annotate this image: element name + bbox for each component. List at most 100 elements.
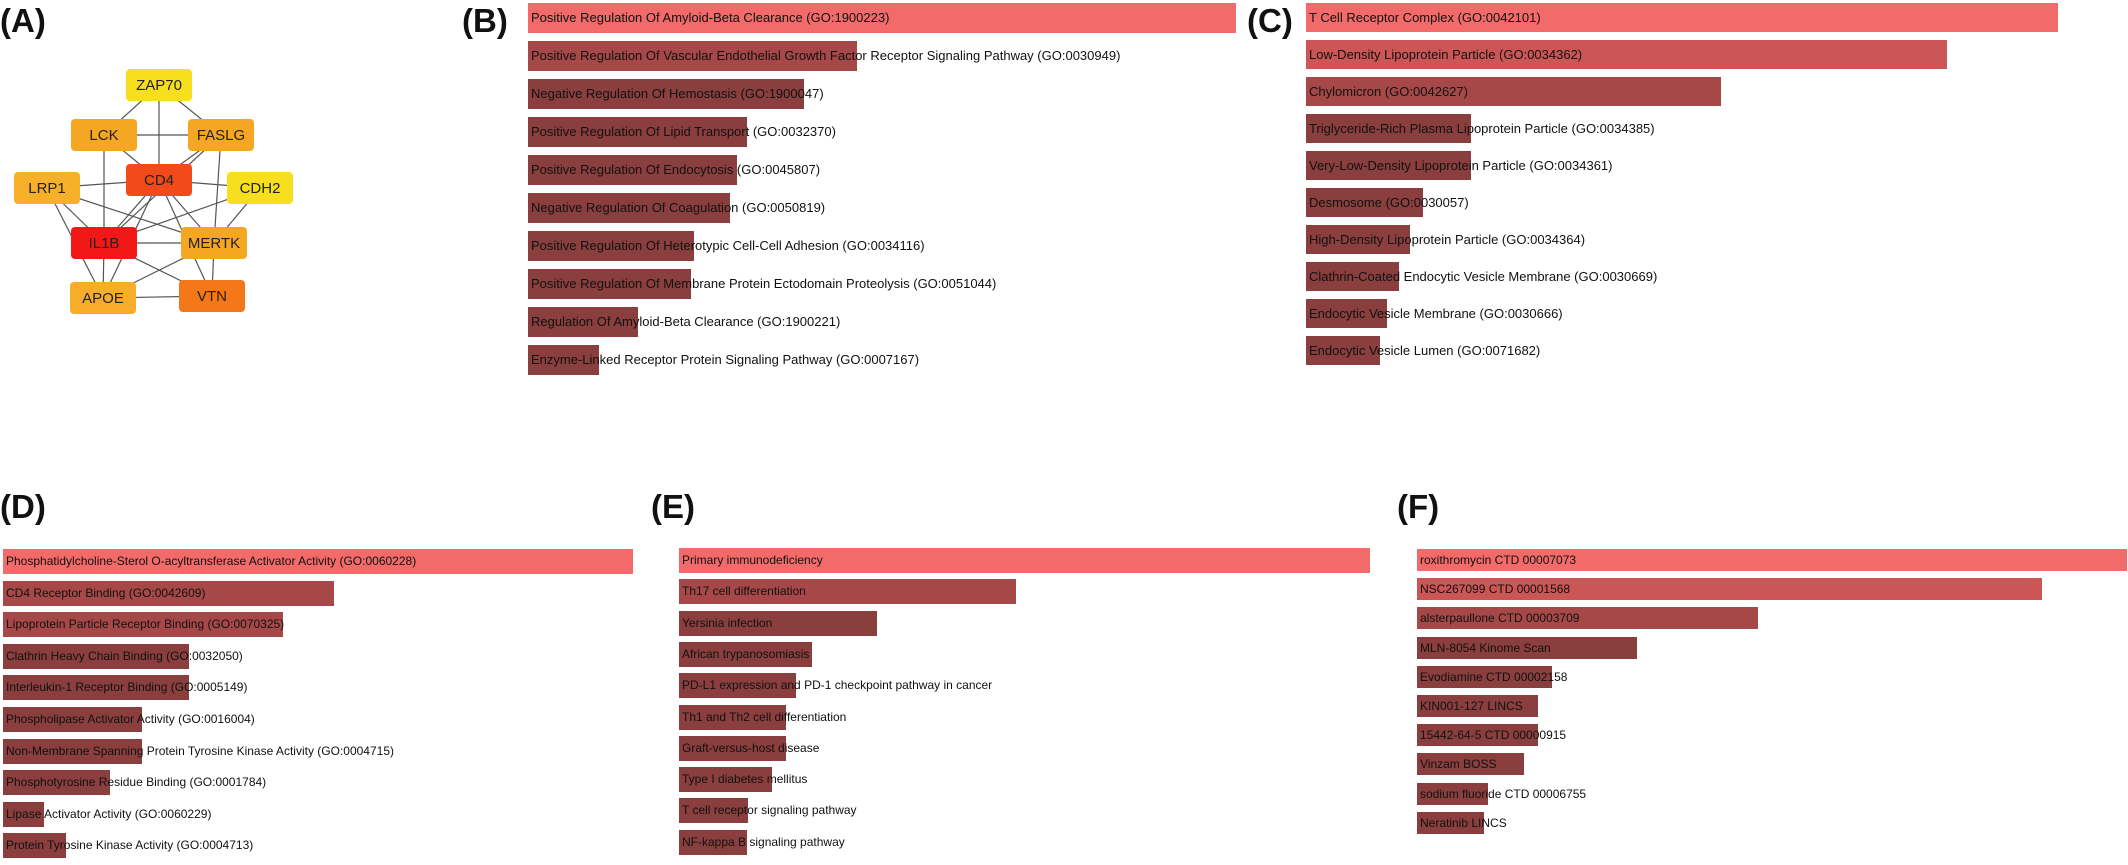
network-node: CD4 [126,164,192,196]
bar-label: PD-L1 expression and PD-1 checkpoint pat… [682,678,993,693]
bar-chart-f: roxithromycin CTD 00007073 NSC267099 CTD … [1417,549,2127,841]
bar-label: Endocytic Vesicle Membrane (GO:0030666) [1309,306,1563,321]
bar [528,41,857,71]
bar-row: Phosphatidylcholine-Sterol O-acyltransfe… [3,549,633,574]
bar-label: Interleukin-1 Receptor Binding (GO:00051… [6,680,248,695]
bar [3,707,142,732]
bar-label: Positive Regulation Of Amyloid-Beta Clea… [531,10,890,25]
bar-label: Phospholipase Activator Activity (GO:001… [6,712,255,726]
bar-label: African trypanosomiasis [682,646,810,661]
bar-label: Non-Membrane Spanning Protein Tyrosine K… [6,743,394,758]
bar [1417,549,2127,571]
network-node-label: LRP1 [28,180,66,197]
network-node-box [71,227,137,259]
bar [1417,811,1484,834]
bar-label: High-Density Lipoprotein Particle (GO:00… [1309,232,1586,247]
bar-label: Positive Regulation Of Vascular Endothel… [531,48,1121,63]
bar-row: African trypanosomiasis [679,641,1370,667]
panel-label-d: (D) [0,488,46,525]
bar [528,79,804,109]
network-node-label: VTN [197,288,227,305]
bar [3,801,44,827]
bar-label: Enzyme-Linked Receptor Protein Signaling… [531,352,920,367]
network-node: LRP1 [14,172,80,204]
bar [679,829,747,855]
bar [1417,782,1488,805]
bar-label: Primary immunodeficiency [682,553,823,567]
bar-label: MLN-8054 Kinome Scan [1420,640,1551,655]
bar [1306,151,1471,180]
bar [3,612,283,638]
bar [3,549,633,574]
bar-row: NSC267099 CTD 00001568 [1417,578,2127,601]
bar-chart-e: Primary immunodeficiency Th17 cell differ… [679,548,1370,861]
network-node: FASLG [188,119,254,151]
network-node: ZAP70 [126,69,192,101]
bar-row: CD4 Receptor Binding (GO:0042609) [3,580,633,606]
bar-label: Regulation Of Amyloid-Beta Clearance (GO… [531,314,841,329]
network-node-box [179,280,245,312]
network-node-box [181,227,247,259]
bar-label: T cell receptor signaling pathway [682,803,857,818]
bar-row: Yersinia infection [679,610,1370,636]
bar-label: alsterpaullone CTD 00003709 [1420,611,1580,626]
bar [1417,695,1538,717]
bar-label: Chylomicron (GO:0042627) [1309,84,1468,99]
bar-row: Triglyceride-Rich Plasma Lipoprotein Par… [1306,114,2058,143]
bar-row: 15442-64-5 CTD 00000915 [1417,724,2127,747]
bar-row: sodium fluoride CTD 00006755 [1417,782,2127,805]
bar-row: KIN001-127 LINCS [1417,695,2127,717]
bar [1306,40,1947,69]
bar-row: Low-Density Lipoprotein Particle (GO:003… [1306,40,2058,69]
network-node: APOE [70,282,136,314]
bar-row: Endocytic Vesicle Lumen (GO:0071682) [1306,336,2058,365]
bar-label: Type I diabetes mellitus [682,772,808,787]
panel-label-f: (F) [1397,488,1440,525]
bar-row: Desmosome (GO:0030057) [1306,188,2058,217]
bar-label: Yersinia infection [682,615,773,630]
bar [679,579,1016,605]
bar-label: sodium fluoride CTD 00006755 [1420,786,1587,801]
bar [528,3,1236,33]
bar [3,770,110,796]
bar [1417,665,1552,688]
bar-label: Lipoprotein Particle Receptor Binding (G… [6,617,285,632]
bar [1306,114,1471,143]
network-node: IL1B [71,227,137,259]
network-node: VTN [179,280,245,312]
bar [3,833,66,859]
bar-row: Chylomicron (GO:0042627) [1306,77,2058,106]
bar-chart-d: Phosphatidylcholine-Sterol O-acyltransfe… [3,549,633,865]
bar-row: MLN-8054 Kinome Scan [1417,636,2127,659]
bar [679,641,812,667]
bar [1417,753,1524,776]
network-node-box [14,172,80,204]
bar [679,610,877,636]
bar-row: Positive Regulation Of Amyloid-Beta Clea… [528,3,1236,33]
bar [528,231,694,261]
bar-row: Th17 cell differentiation [679,579,1370,605]
network-node-box [70,282,136,314]
bar-row: Positive Regulation Of Heterotypic Cell-… [528,231,1236,261]
bar-row: High-Density Lipoprotein Particle (GO:00… [1306,225,2058,254]
bar [528,345,599,375]
bar [3,580,334,606]
bar [1417,636,1637,659]
bar-row: Non-Membrane Spanning Protein Tyrosine K… [3,738,633,764]
network-node-box [71,119,137,151]
bar [679,735,786,761]
panel-label-c: (C) [1247,2,1293,39]
network-node-label: CDH2 [240,180,281,197]
panel-label-b: (B) [462,2,508,39]
bar [3,643,189,669]
bar-row: T cell receptor signaling pathway [679,798,1370,824]
bar [1306,77,1721,106]
bar-row: Neratinib LINCS [1417,811,2127,834]
bar [1306,262,1399,291]
bar [528,117,747,147]
bar [528,307,638,337]
bar [1306,336,1380,365]
bar-chart-c: T Cell Receptor Complex (GO:0042101) Low-… [1306,3,2058,373]
bar-label: Positive Regulation Of Lipid Transport (… [531,124,836,139]
bar-label: Negative Regulation Of Coagulation (GO:0… [531,200,826,215]
